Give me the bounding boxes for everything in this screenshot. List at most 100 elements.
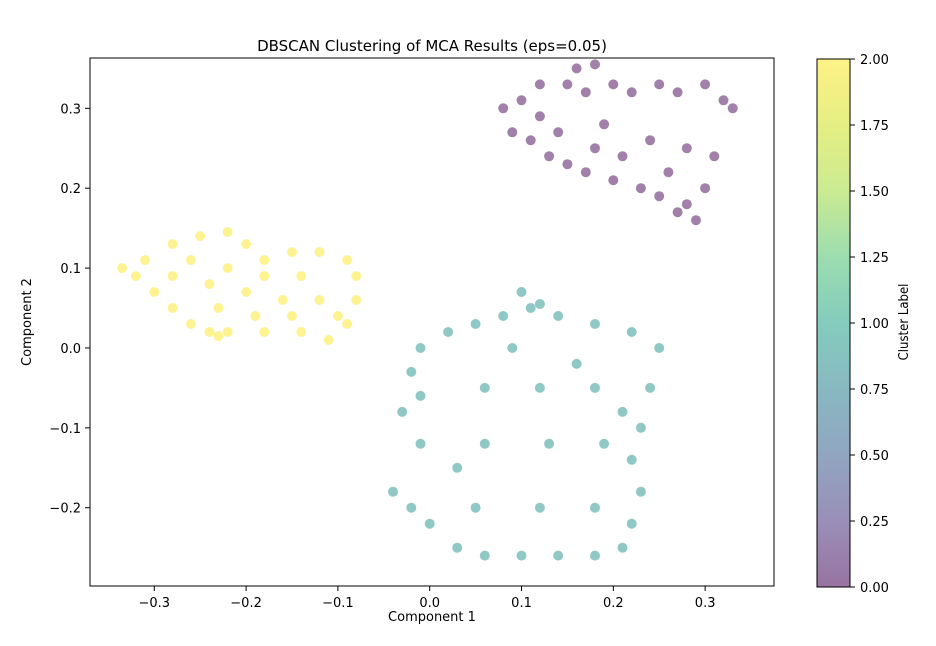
colorbar-tick-label: 2.00 (860, 53, 889, 68)
x-tick-label: 0.0 (419, 596, 440, 611)
y-tick-label: 0.3 (60, 102, 81, 117)
data-point (608, 79, 619, 90)
data-point (397, 406, 408, 417)
data-point (534, 299, 545, 309)
data-point (718, 95, 729, 106)
data-point (332, 311, 343, 321)
colorbar-tick-label: 1.25 (860, 251, 889, 266)
data-point (590, 502, 600, 513)
data-point (415, 343, 426, 353)
data-point (599, 119, 610, 130)
data-point (213, 331, 224, 341)
data-point (140, 255, 151, 266)
data-point (626, 454, 637, 465)
data-point (186, 255, 196, 266)
data-point (415, 438, 426, 449)
plot-frame (89, 57, 775, 587)
data-point (470, 319, 481, 329)
data-point (562, 159, 573, 170)
colorbar-tick-label: 0.00 (860, 581, 889, 596)
data-point (626, 327, 637, 337)
data-point (241, 287, 252, 297)
data-point (663, 167, 674, 178)
data-point (534, 382, 545, 393)
data-point (654, 343, 665, 353)
data-point (516, 95, 527, 106)
data-point (544, 438, 555, 449)
data-point (654, 191, 665, 202)
y-tick-label: −0.1 (49, 422, 81, 437)
data-point (452, 542, 463, 553)
data-point (406, 502, 417, 513)
x-tick-label: 0.2 (603, 596, 624, 611)
x-tick-label: −0.2 (230, 596, 262, 611)
y-tick-label: −0.2 (49, 502, 81, 517)
colorbar-label: Cluster Label (897, 284, 912, 361)
data-point (388, 486, 398, 497)
data-point (599, 438, 610, 449)
data-point (287, 247, 297, 258)
y-axis: −0.2 −0.1 0.0 0.1 0.2 0.3 (49, 102, 90, 517)
data-point (167, 303, 178, 313)
data-point (479, 550, 490, 561)
colorbar-tick-label: 1.00 (860, 317, 889, 332)
data-point (479, 382, 490, 393)
data-point (691, 215, 701, 226)
data-point (516, 550, 527, 561)
data-point (259, 255, 270, 266)
data-point (672, 87, 683, 98)
data-point (507, 343, 518, 353)
data-point (590, 382, 600, 393)
data-point (149, 287, 160, 297)
data-point (571, 63, 582, 74)
data-point (167, 271, 178, 282)
data-point (259, 271, 270, 282)
y-tick-label: 0.1 (60, 262, 81, 277)
x-tick-label: −0.3 (138, 596, 170, 611)
data-point (204, 327, 215, 337)
data-point (351, 271, 362, 282)
cluster-2 (117, 227, 362, 345)
y-axis-label: Component 2 (20, 278, 35, 366)
data-point (525, 135, 536, 146)
data-point (222, 263, 233, 274)
data-point (590, 550, 600, 561)
data-point (525, 303, 536, 313)
data-points (117, 59, 738, 561)
data-point (130, 271, 141, 282)
x-tick-label: 0.1 (511, 596, 532, 611)
data-point (186, 319, 196, 329)
colorbar-tick-label: 1.75 (860, 119, 889, 134)
colorbar-tick-label: 0.75 (860, 383, 889, 398)
data-point (351, 295, 362, 305)
data-point (617, 542, 628, 553)
data-point (553, 311, 564, 321)
data-point (645, 382, 656, 393)
colorbar-tick-label: 0.25 (860, 515, 889, 530)
data-point (544, 151, 555, 162)
data-point (617, 151, 628, 162)
data-point (277, 295, 288, 305)
data-point (590, 319, 600, 329)
data-point (700, 79, 711, 90)
data-point (608, 175, 619, 186)
data-point (727, 103, 738, 114)
data-point (167, 239, 178, 250)
y-tick-label: 0.0 (60, 342, 81, 357)
data-point (534, 79, 545, 90)
x-tick-label: −0.1 (322, 596, 354, 611)
data-point (443, 327, 454, 337)
data-point (296, 327, 307, 337)
data-point (222, 227, 233, 238)
data-point (590, 143, 600, 154)
data-point (415, 390, 426, 401)
colorbar-tick-label: 1.50 (860, 185, 889, 200)
data-point (195, 231, 206, 242)
data-point (635, 422, 646, 433)
data-point (259, 327, 270, 337)
data-point (287, 311, 297, 321)
colorbar-tick-label: 0.50 (860, 449, 889, 464)
data-point (709, 151, 720, 162)
